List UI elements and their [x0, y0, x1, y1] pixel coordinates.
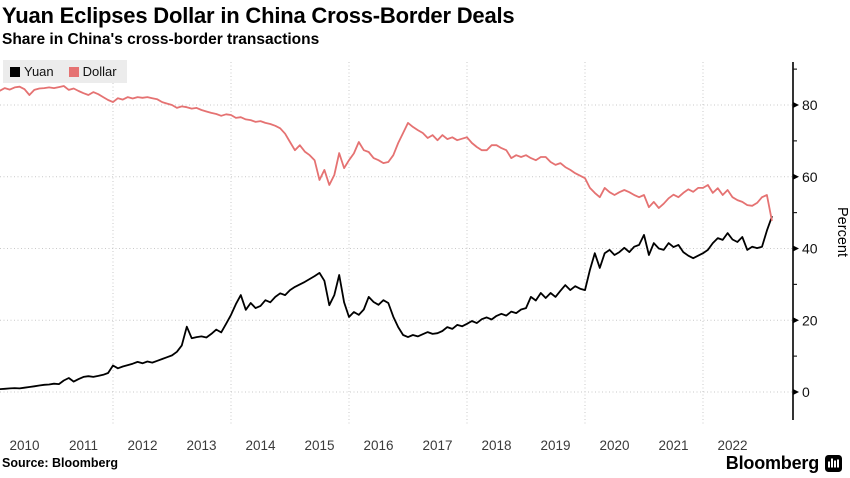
y-axis-major-tick [793, 389, 799, 395]
x-axis-label: 2012 [127, 438, 157, 453]
y-axis-major-tick [793, 317, 799, 324]
bloomberg-wordmark: Bloomberg [725, 453, 819, 473]
legend-item-dollar: Dollar [68, 64, 117, 79]
x-axis-label: 2015 [304, 438, 334, 453]
legend-label-dollar: Dollar [82, 64, 117, 79]
x-axis-label: 2016 [363, 438, 393, 453]
y-axis-label: 80 [802, 97, 818, 113]
x-axis-label: 2010 [9, 438, 39, 453]
x-axis-label: 2011 [69, 438, 98, 453]
y-axis-major-tick [793, 245, 799, 252]
y-axis-label: 60 [802, 169, 818, 185]
source-attribution: Source: Bloomberg [2, 456, 118, 470]
y-axis-title: Percent [834, 207, 850, 257]
y-axis-label: 40 [802, 241, 818, 257]
y-axis-label: 0 [802, 384, 810, 400]
chart-subtitle: Share in China's cross-border transactio… [2, 31, 320, 48]
legend-label-yuan: Yuan [24, 64, 54, 79]
dollar-swatch-icon [68, 66, 79, 77]
legend-item-yuan: Yuan [10, 64, 54, 79]
bloomberg-brand: Bloomberg [726, 453, 842, 474]
yuan-swatch-icon [10, 66, 20, 77]
x-axis-label: 2022 [717, 438, 747, 453]
series-line-dollar [0, 85, 773, 222]
bloomberg-logo-icon [825, 455, 842, 472]
x-axis-label: 2018 [481, 438, 511, 453]
x-axis-label: 2013 [186, 438, 216, 453]
x-axis-label: 2019 [540, 438, 570, 453]
series-line-yuan [0, 215, 773, 390]
y-axis-major-tick [793, 173, 799, 180]
x-axis-label: 2020 [599, 438, 629, 453]
y-axis-label: 20 [802, 312, 818, 328]
x-axis-label: 2014 [245, 438, 276, 453]
chart-title: Yuan Eclipses Dollar in China Cross-Bord… [2, 3, 515, 28]
x-axis-label: 2017 [422, 438, 452, 453]
x-axis-label: 2021 [658, 438, 688, 453]
y-axis-major-tick [793, 102, 799, 108]
legend: Yuan Dollar [3, 60, 127, 83]
